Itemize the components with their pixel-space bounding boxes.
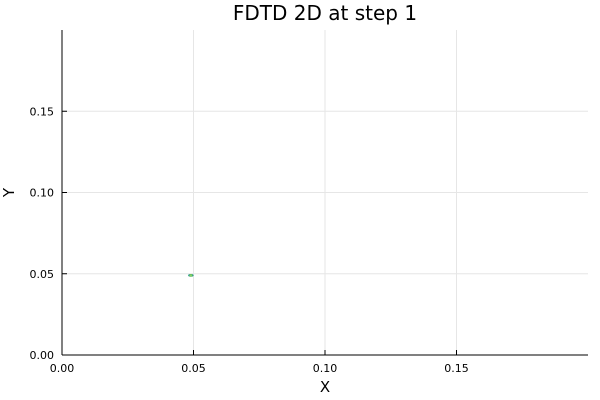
tick-layer: 0.00 0.05 0.10 0.15 0.00 0.05 0.10 0.15 xyxy=(30,105,469,375)
contour-layer xyxy=(188,273,194,277)
y-tick-label: 0.15 xyxy=(30,105,55,118)
x-axis-label: X xyxy=(320,378,330,396)
y-tick-label: 0.00 xyxy=(30,349,55,362)
y-tick-label: 0.05 xyxy=(30,268,55,281)
contour-ring xyxy=(189,274,193,277)
y-axis-label: Y xyxy=(0,187,18,198)
y-tick-label: 0.10 xyxy=(30,187,55,200)
x-tick-label: 0.10 xyxy=(313,362,338,375)
x-tick-label: 0.15 xyxy=(444,362,469,375)
x-tick-label: 0.00 xyxy=(50,362,75,375)
grid-layer xyxy=(62,30,588,355)
chart-title: FDTD 2D at step 1 xyxy=(233,1,417,25)
x-tick-label: 0.05 xyxy=(181,362,206,375)
